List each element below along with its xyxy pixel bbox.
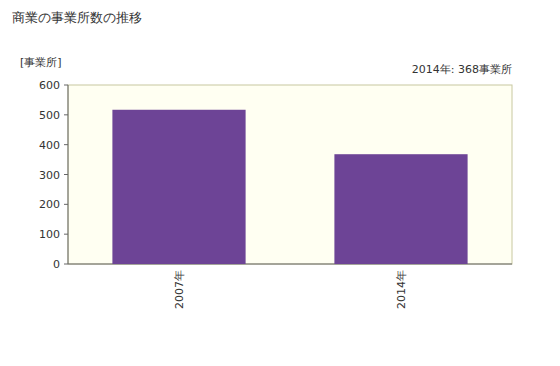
y-tick xyxy=(64,114,68,115)
bar xyxy=(112,110,245,264)
y-tick-label: 100 xyxy=(39,228,60,241)
y-tick xyxy=(64,264,68,265)
y-tick xyxy=(64,85,68,86)
bars xyxy=(112,110,467,264)
y-tick-label: 200 xyxy=(39,198,60,211)
x-tick-label: 2014年 xyxy=(395,270,408,309)
y-tick xyxy=(64,204,68,205)
bar xyxy=(334,154,467,264)
y-tick-label: 0 xyxy=(53,258,60,271)
y-axis xyxy=(68,85,69,264)
annotation: 2014年: 368事業所 xyxy=(412,63,512,76)
x-tick-label: 2007年 xyxy=(173,270,186,309)
y-tick-label: 500 xyxy=(39,109,60,122)
y-tick-label: 300 xyxy=(39,169,60,182)
plot-area xyxy=(68,85,512,264)
y-tick xyxy=(64,144,68,145)
title: 商業の事業所数の推移 xyxy=(12,10,142,25)
y-tick-label: 400 xyxy=(39,139,60,152)
y-tick xyxy=(64,174,68,175)
y-axis-label: [事業所] xyxy=(20,56,62,69)
y-tick-label: 600 xyxy=(39,79,60,92)
chart: 商業の事業所数の推移 [事業所] 2014年: 368事業所 0 100 200 300 40… xyxy=(0,0,560,366)
y-tick xyxy=(64,234,68,235)
